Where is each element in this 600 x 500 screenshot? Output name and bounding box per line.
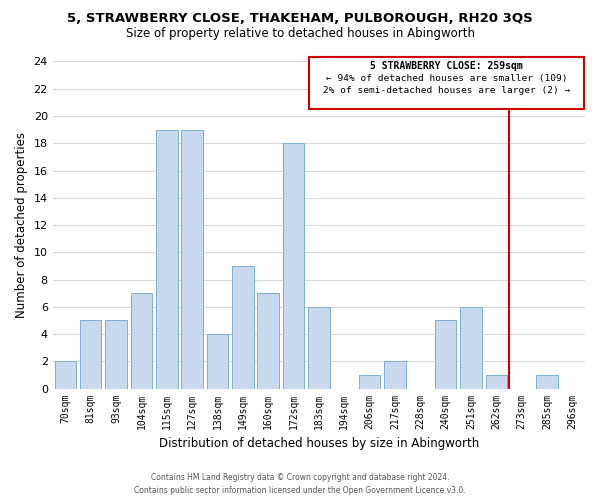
Bar [460,307,482,388]
Bar [206,334,228,388]
Text: Contains HM Land Registry data © Crown copyright and database right 2024.
Contai: Contains HM Land Registry data © Crown c… [134,474,466,495]
Bar [105,320,127,388]
FancyBboxPatch shape [308,58,584,109]
Y-axis label: Number of detached properties: Number of detached properties [15,132,28,318]
Bar [257,293,279,388]
Bar [156,130,178,388]
Bar [308,307,329,388]
Bar [232,266,254,388]
Bar [384,362,406,388]
Bar [131,293,152,388]
Bar [283,144,304,388]
X-axis label: Distribution of detached houses by size in Abingworth: Distribution of detached houses by size … [159,437,479,450]
Bar [359,375,380,388]
Bar [80,320,101,388]
Text: 5, STRAWBERRY CLOSE, THAKEHAM, PULBOROUGH, RH20 3QS: 5, STRAWBERRY CLOSE, THAKEHAM, PULBOROUG… [67,12,533,26]
Bar [55,362,76,388]
Bar [536,375,558,388]
Text: ← 94% of detached houses are smaller (109): ← 94% of detached houses are smaller (10… [326,74,568,83]
Bar [181,130,203,388]
Text: 5 STRAWBERRY CLOSE: 259sqm: 5 STRAWBERRY CLOSE: 259sqm [370,62,523,72]
Bar [485,375,507,388]
Text: Size of property relative to detached houses in Abingworth: Size of property relative to detached ho… [125,28,475,40]
Bar [435,320,457,388]
Text: 2% of semi-detached houses are larger (2) →: 2% of semi-detached houses are larger (2… [323,86,570,95]
